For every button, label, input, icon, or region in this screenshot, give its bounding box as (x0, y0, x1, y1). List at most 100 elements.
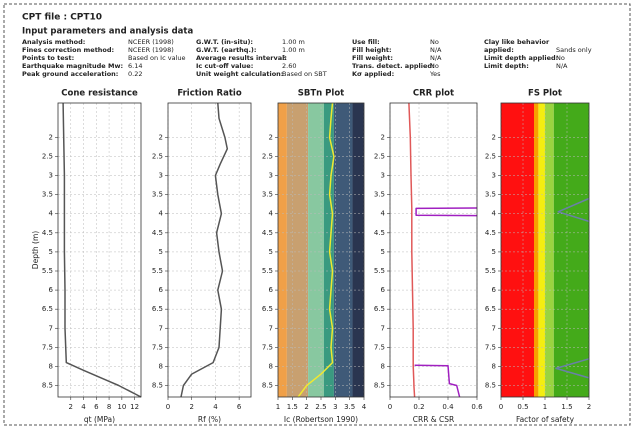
chart-title: SBTn Plot (298, 89, 344, 99)
param-value: Yes (429, 70, 441, 78)
y-tick-label: 4 (159, 210, 164, 218)
y-tick-label: 2.5 (374, 152, 385, 160)
series-line (62, 102, 142, 398)
y-tick-label: 8 (159, 362, 163, 370)
y-tick-label: 7 (269, 324, 273, 332)
param-label: Ic cut-off value: (196, 62, 253, 70)
y-tick-label: 8.5 (42, 382, 53, 390)
plot-background (168, 103, 251, 397)
y-tick-label: 5 (159, 248, 163, 256)
y-tick-label: 2 (49, 133, 53, 141)
x-axis-label: Rf (%) (198, 415, 221, 424)
param-label: G.W.T. (in-situ): (196, 38, 253, 46)
y-tick-label: 7 (381, 324, 385, 332)
x-tick-label: 2 (189, 403, 193, 411)
plot-background (58, 103, 141, 397)
y-tick-label: 8.5 (152, 382, 163, 390)
y-tick-label: 6 (492, 286, 497, 294)
y-tick-label: 7.5 (262, 343, 273, 351)
x-tick-label: 4 (213, 403, 218, 411)
x-tick-label: 0.4 (442, 403, 454, 411)
x-axis-label: CRR & CSR (413, 415, 454, 424)
y-tick-label: 5 (49, 248, 53, 256)
x-tick-label: 0.2 (413, 403, 424, 411)
y-tick-label: 8.5 (374, 382, 385, 390)
zone (278, 103, 287, 397)
param-value: 0.22 (128, 70, 142, 78)
y-tick-label: 7.5 (485, 343, 496, 351)
param-value: N/A (556, 62, 568, 70)
y-tick-label: 7 (49, 324, 53, 332)
y-tick-label: 7 (159, 324, 163, 332)
param-value: 1.00 m (282, 46, 305, 54)
plot-frame (389, 102, 478, 398)
x-tick-label: 1 (543, 403, 547, 411)
y-tick-label: 7.5 (152, 343, 163, 351)
y-tick-label: 3 (492, 172, 496, 180)
x-tick-label: 4 (81, 403, 86, 411)
param-label: Earthquake magnitude Mw: (22, 62, 123, 70)
y-tick-label: 6.5 (374, 305, 385, 313)
y-tick-label: 7.5 (42, 343, 53, 351)
param-value: No (430, 62, 439, 70)
param-label: Kσ applied: (352, 70, 394, 78)
y-tick-label: 2 (269, 133, 273, 141)
series-line (414, 207, 478, 398)
y-tick-label: 4.5 (152, 229, 163, 237)
param-label: Limit depth applied: (484, 54, 558, 62)
y-tick-label: 6.5 (42, 305, 53, 313)
y-tick-label: 4.5 (485, 229, 496, 237)
y-tick-label: 8 (381, 362, 385, 370)
param-label: Average results interval: (196, 54, 287, 62)
y-tick-label: 3.5 (42, 191, 53, 199)
y-tick-label: 4.5 (262, 229, 273, 237)
param-value: Sands only (556, 46, 592, 54)
zone (286, 103, 309, 397)
zone (534, 103, 539, 397)
x-tick-label: 6 (94, 403, 99, 411)
zone (538, 103, 545, 397)
y-tick-label: 5.5 (485, 267, 496, 275)
x-tick-label: 0 (388, 403, 392, 411)
y-tick-label: 5.5 (262, 267, 273, 275)
plot-background (390, 103, 477, 397)
y-tick-label: 2.5 (262, 152, 273, 160)
y-tick-label: 5 (492, 248, 496, 256)
y-tick-label: 2.5 (485, 152, 496, 160)
y-tick-label: 6 (381, 286, 386, 294)
param-value: NCEER (1998) (128, 38, 174, 46)
param-value: Based on Ic value (128, 54, 186, 62)
param-label: applied: (484, 46, 514, 54)
y-tick-label: 4 (381, 210, 386, 218)
x-tick-label: 0.5 (517, 403, 528, 411)
param-value: NCEER (1998) (128, 46, 174, 54)
section-title: Input parameters and analysis data (22, 27, 193, 37)
x-tick-label: 0 (166, 403, 170, 411)
y-tick-label: 3 (49, 172, 53, 180)
y-tick-label: 4.5 (42, 229, 53, 237)
zone (352, 103, 364, 397)
y-tick-label: 3.5 (262, 191, 273, 199)
y-tick-label: 4 (269, 210, 274, 218)
param-label: Use fill: (352, 38, 380, 46)
param-label: Points to test: (22, 54, 74, 62)
series-line (555, 197, 590, 379)
zone (501, 103, 534, 397)
y-tick-label: 3 (269, 172, 273, 180)
x-tick-label: 0 (499, 403, 503, 411)
y-tick-label: 6 (269, 286, 274, 294)
chart-title: Friction Ratio (177, 89, 241, 99)
y-tick-label: 4 (492, 210, 497, 218)
x-tick-label: 1.5 (561, 403, 572, 411)
series-line (180, 102, 229, 398)
zone (323, 103, 334, 397)
x-tick-label: 2.5 (315, 403, 326, 411)
y-tick-label: 3.5 (485, 191, 496, 199)
param-label: Fill height: (352, 46, 392, 54)
x-tick-label: 2 (304, 403, 308, 411)
param-label: G.W.T. (earthq.): (196, 46, 257, 54)
y-tick-label: 8 (269, 362, 273, 370)
y-tick-label: 3.5 (374, 191, 385, 199)
param-value: 2.60 (282, 62, 296, 70)
